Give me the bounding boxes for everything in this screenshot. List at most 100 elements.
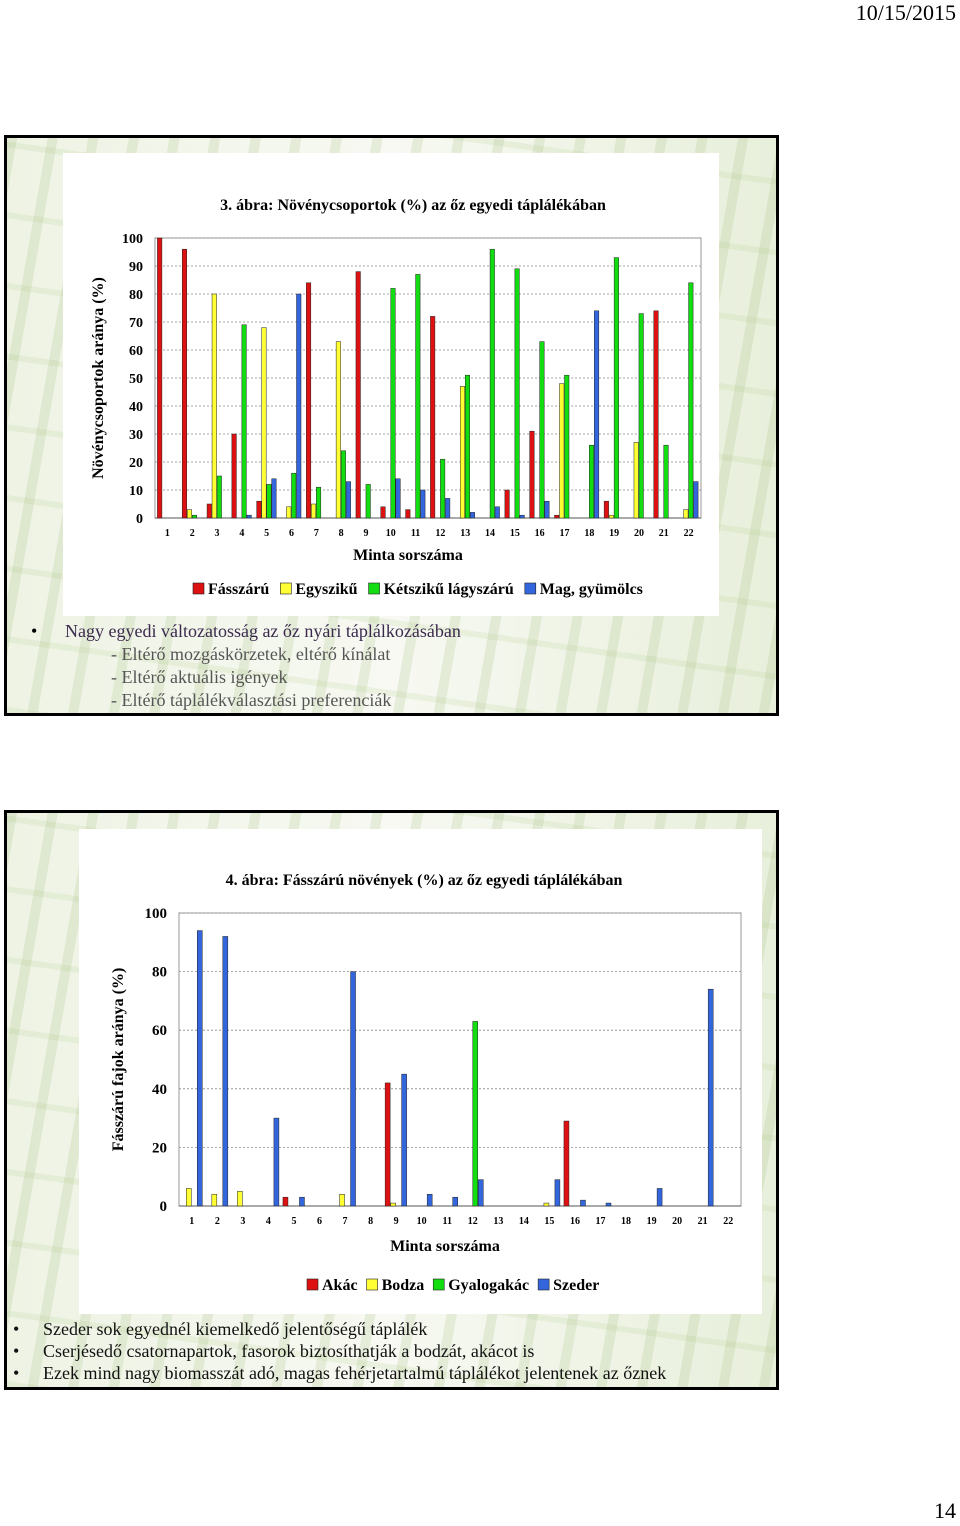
slide-date: 10/15/2015: [855, 0, 956, 25]
x-tick-label: 16: [535, 528, 545, 539]
x-tick-label: 19: [609, 528, 619, 539]
bar: [299, 1196, 305, 1207]
bar: [401, 1073, 407, 1207]
bar: [544, 500, 550, 519]
x-tick-label: 18: [584, 528, 594, 539]
bar: [638, 313, 644, 519]
bar: [339, 1194, 345, 1207]
legend-swatch: [366, 1278, 378, 1291]
bar: [157, 237, 163, 519]
x-tick-label: 11: [411, 528, 420, 539]
chart-panel-4: 4. ábra: Fásszárú növények (%) az őz egy…: [79, 829, 762, 1314]
bar: [539, 341, 545, 519]
bar: [350, 971, 356, 1207]
bar: [261, 327, 267, 519]
x-tick-label: 3: [240, 1216, 245, 1227]
chart-4: 4. ábra: Fásszárú növények (%) az őz egy…: [110, 872, 742, 1294]
y-tick-label: 60: [152, 1023, 167, 1039]
y-tick-label: 20: [129, 456, 143, 471]
chart-panel-3: 3. ábra: Növénycsoportok (%) az őz egyed…: [63, 153, 719, 616]
bar: [266, 484, 272, 519]
bar: [608, 514, 614, 519]
bullet-item: Ezek mind nagy biomasszát adó, magas feh…: [13, 1362, 666, 1384]
bar: [273, 1117, 280, 1207]
x-tick-label: 17: [596, 1216, 606, 1227]
x-tick-label: 14: [485, 528, 495, 539]
bar: [296, 293, 302, 519]
bar: [216, 475, 222, 519]
x-tick-label: 12: [468, 1216, 478, 1227]
bar: [469, 512, 475, 519]
y-axis-label: Fásszárú fajok aránya (%): [110, 968, 127, 1152]
y-tick-label: 40: [129, 400, 143, 415]
bar: [390, 288, 396, 519]
bar: [306, 282, 312, 519]
x-tick-label: 20: [672, 1216, 682, 1227]
bar: [384, 1082, 391, 1207]
bar: [693, 481, 699, 519]
slide-3: 3. ábra: Növénycsoportok (%) az őz egyed…: [4, 135, 779, 716]
legend-label: Bodza: [382, 1277, 425, 1294]
bar: [489, 248, 495, 519]
bar: [282, 1196, 289, 1207]
legend-swatch: [524, 582, 537, 595]
legend-label: Mag, gyümölcs: [540, 581, 643, 598]
bar: [464, 374, 470, 519]
bar: [514, 268, 520, 519]
bar: [603, 500, 609, 519]
x-tick-label: 16: [570, 1216, 580, 1227]
bar: [291, 472, 297, 519]
x-tick-label: 2: [215, 1216, 220, 1227]
x-tick-label: 4: [266, 1216, 271, 1227]
bar: [445, 498, 451, 519]
x-tick-label: 7: [314, 528, 319, 539]
x-tick-label: 6: [289, 528, 294, 539]
x-tick-label: 21: [659, 528, 669, 539]
bar: [564, 374, 570, 519]
bullet-item: Cserjésedő csatornapartok, fasorok bizto…: [13, 1340, 666, 1362]
y-tick-label: 80: [129, 288, 143, 303]
x-axis-label: Minta sorszáma: [353, 547, 463, 564]
chart-3: 3. ábra: Növénycsoportok (%) az őz egyed…: [90, 197, 702, 598]
x-tick-label: 6: [317, 1216, 322, 1227]
x-tick-label: 14: [519, 1216, 529, 1227]
bar: [197, 930, 203, 1207]
bar: [459, 386, 465, 519]
bar: [222, 936, 229, 1207]
x-tick-label: 5: [264, 528, 269, 539]
bar: [656, 1188, 663, 1207]
bar: [311, 503, 317, 519]
x-tick-label: 11: [443, 1216, 452, 1227]
bar: [554, 1179, 561, 1207]
x-tick-label: 5: [291, 1216, 296, 1227]
y-tick-label: 80: [152, 965, 167, 981]
bar: [543, 1202, 550, 1207]
x-tick-label: 15: [510, 528, 520, 539]
x-tick-label: 4: [239, 528, 244, 539]
bar: [206, 503, 212, 519]
legend-swatch: [280, 582, 292, 595]
bar: [472, 1021, 479, 1207]
y-tick-label: 50: [129, 372, 143, 387]
bar: [688, 282, 694, 519]
bar: [452, 1196, 458, 1207]
x-tick-label: 22: [684, 528, 694, 539]
bar: [529, 430, 535, 519]
bar: [191, 514, 197, 519]
bar: [613, 257, 619, 519]
bullet-sub: - Eltérő mozgáskörzetek, eltérő kínálat: [111, 644, 391, 664]
x-tick-label: 15: [544, 1216, 554, 1227]
bar: [707, 988, 714, 1207]
bar: [653, 310, 659, 519]
x-axis-label: Minta sorszáma: [390, 1238, 500, 1255]
bar: [683, 509, 689, 519]
y-tick-label: 90: [129, 260, 143, 275]
bar: [271, 478, 277, 519]
x-tick-label: 1: [189, 1216, 194, 1227]
x-tick-label: 8: [339, 528, 344, 539]
legend-label: Fásszárú: [208, 581, 269, 598]
bullet-item: Szeder sok egyednél kiemelkedő jelentősé…: [13, 1318, 666, 1340]
bar: [415, 274, 421, 519]
plot-area: [178, 912, 742, 1207]
x-tick-label: 1: [165, 528, 170, 539]
